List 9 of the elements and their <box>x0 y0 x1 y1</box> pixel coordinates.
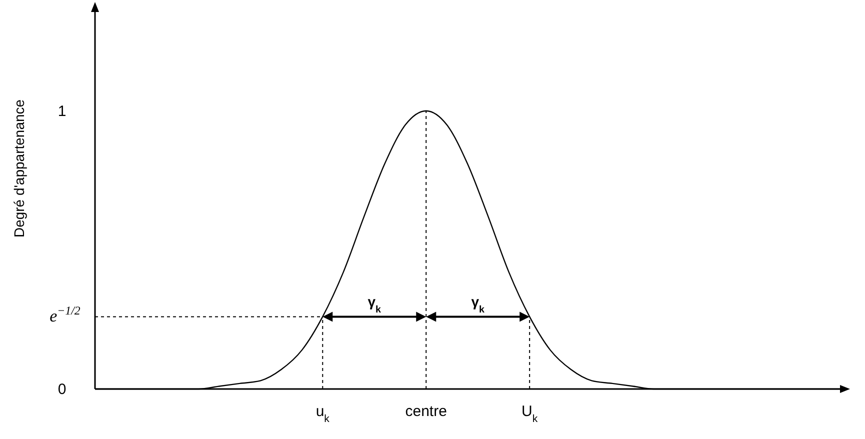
annotation: γ$_{k}$ <box>471 294 486 316</box>
annotation: γ$_{k}$ <box>368 294 382 316</box>
x-tick-label: u$_{k}$ <box>316 403 330 425</box>
y-tick-label: e$^{−1/2}$ <box>50 304 80 326</box>
y-tick-label: 1 <box>58 102 66 120</box>
y-tick-label: 0 <box>58 381 66 398</box>
y-axis-title: Degré d'appartenance <box>11 99 27 238</box>
x-tick-label: centre <box>405 403 447 420</box>
x-tick-label: U$_{k}$ <box>522 403 538 425</box>
